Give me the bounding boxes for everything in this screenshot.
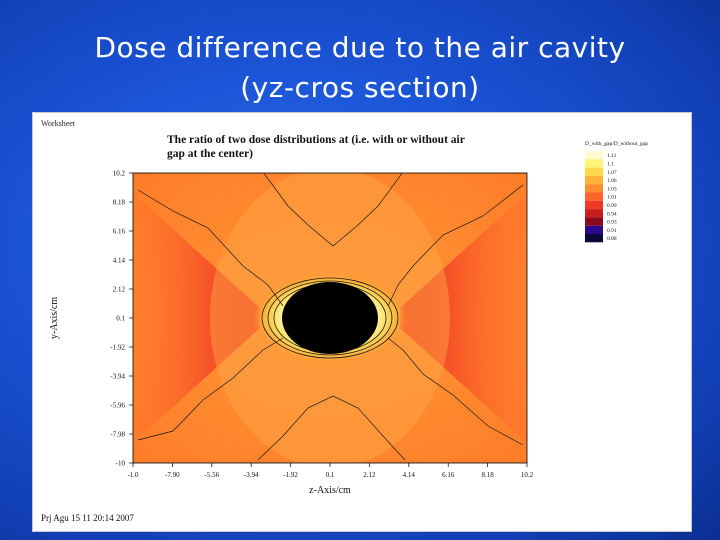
chart-title: The ratio of two dose distributions at (… (167, 133, 527, 161)
legend-label: 0.88 (607, 236, 617, 242)
x-tick-label: -7.90 (165, 471, 180, 479)
y-tick-label: -10 (116, 460, 126, 468)
y-tick-label: 6.16 (113, 228, 126, 236)
air-cavity (282, 282, 378, 354)
slide-title-line-1: Dose difference due to the air cavity (94, 31, 626, 64)
legend-label: 0.94 (607, 211, 617, 217)
legend-label: 1.01 (607, 195, 617, 201)
chart-title-line-2: gap at the center) (167, 148, 253, 160)
y-tick-label: 8.18 (113, 199, 126, 207)
y-tick-label: 10.2 (113, 170, 126, 178)
worksheet-panel: Worksheet The ratio of two dose distribu… (32, 112, 692, 532)
legend-label: 1.11 (607, 153, 617, 159)
worksheet-footer: Prj Agu 15 11 20:14 2007 (41, 513, 134, 523)
legend-swatch (585, 184, 603, 193)
y-tick-label: 0.1 (116, 315, 125, 323)
legend-label: 1.03 (607, 186, 617, 192)
legend-swatch (585, 217, 603, 226)
x-tick-label: -3.94 (244, 471, 259, 479)
contour-upper-left (137, 189, 284, 307)
x-tick-label: 6.16 (442, 471, 455, 479)
legend-label: 1.06 (607, 178, 617, 184)
legend-swatch (585, 200, 603, 210)
legend-swatch (585, 225, 603, 234)
y-tick-label: -7.98 (110, 431, 125, 439)
legend-swatch (585, 192, 603, 201)
legend-swatch (585, 175, 603, 185)
y-tick-label: -5.96 (110, 402, 125, 410)
contour-ring-2 (267, 280, 393, 356)
contour-bottom (257, 395, 406, 461)
y-axis-label: y-Axis/cm (49, 297, 60, 339)
y-tick-label: 2.12 (113, 286, 126, 294)
x-tick-label: 0.1 (326, 471, 335, 479)
worksheet-label: Worksheet (41, 119, 76, 128)
contour-top (263, 173, 403, 247)
legend-label: 1.1 (607, 162, 614, 168)
contour-upper-right (387, 184, 524, 307)
y-tick-label: -3.94 (110, 373, 125, 381)
legend-swatch (585, 209, 603, 218)
chart-title-line-1: The ratio of two dose distributions at (… (167, 134, 465, 146)
y-tick-label: 4.14 (113, 257, 126, 265)
x-axis-label: z-Axis/cm (309, 485, 351, 496)
legend-swatch (585, 159, 603, 168)
x-tick-label: 10.2 (521, 471, 534, 479)
legend-label: 1.07 (607, 170, 617, 176)
y-tick-label: -1.92 (110, 344, 125, 352)
heatmap-lobe-right (400, 193, 527, 443)
legend-label: 0.91 (607, 228, 617, 234)
x-tick-label: 8.18 (481, 471, 494, 479)
x-tick-label: -5.56 (205, 471, 220, 479)
slide-title-line-2: (yz-cros section) (240, 71, 480, 104)
x-tick-label: 4.14 (403, 471, 416, 479)
legend-label: 0.99 (607, 203, 617, 209)
slide-title: Dose difference due to the air cavity (y… (0, 28, 720, 108)
x-tick-label: -1.0 (127, 471, 139, 479)
legend-title: D_with_gap/D_without_gap (585, 141, 648, 147)
legend-swatch (585, 234, 603, 243)
legend-label: 0.93 (607, 220, 617, 226)
contour-lower-right (387, 337, 524, 446)
legend-swatch (585, 167, 603, 176)
heatmap-chart: -1.0 -7.90 -5.56 -3.94 -1.92 0.1 2.12 4.14 6.16 8… (49, 141, 648, 496)
heatmap-lobe-left (133, 193, 260, 443)
contour-ring-1 (261, 277, 399, 359)
x-tick-label: 2.12 (363, 471, 376, 479)
contour-lower-left (137, 337, 284, 441)
legend-swatch (585, 151, 603, 160)
x-tick-label: -1.92 (283, 471, 298, 479)
